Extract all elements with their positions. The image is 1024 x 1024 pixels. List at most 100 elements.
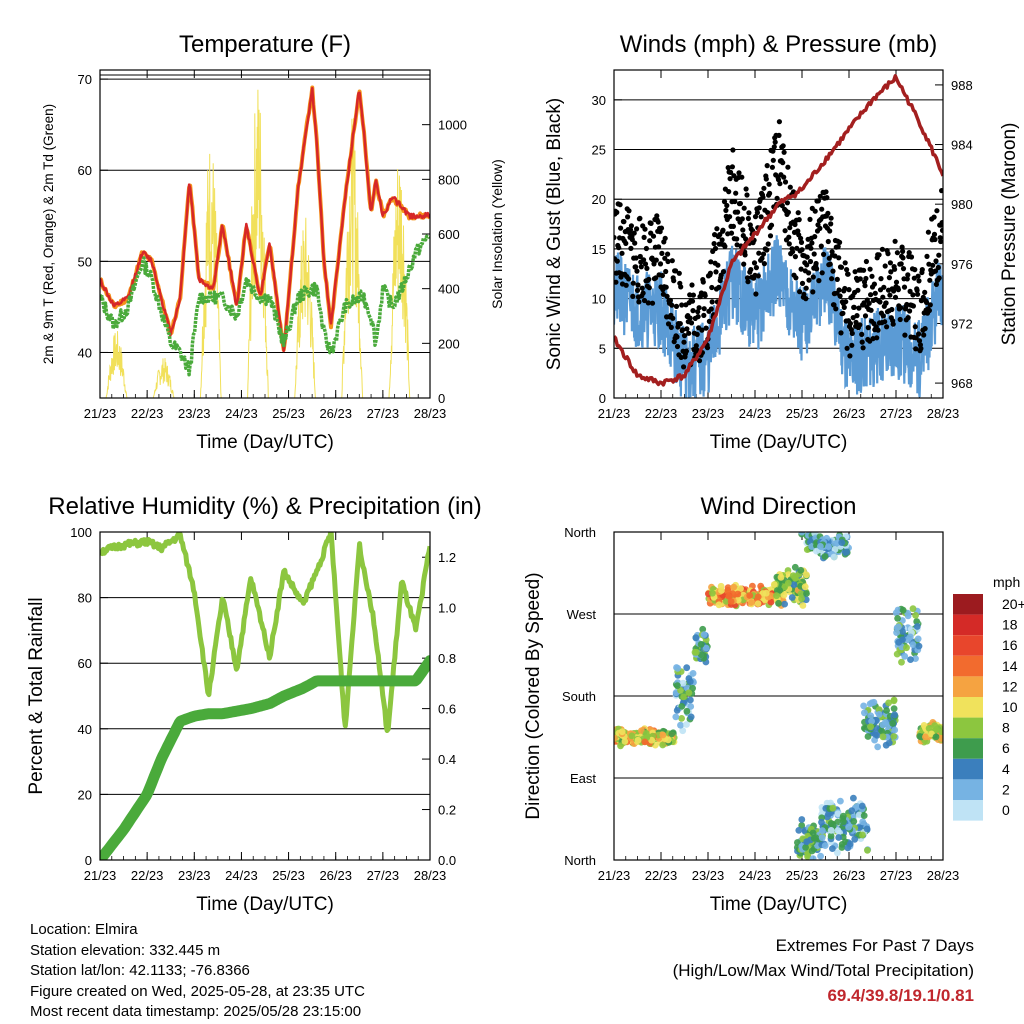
gust-point xyxy=(760,251,767,257)
gust-point xyxy=(665,321,672,327)
gust-point xyxy=(793,275,799,281)
direction-point xyxy=(932,733,940,741)
gust-point xyxy=(739,174,745,180)
gust-point xyxy=(890,321,896,327)
direction-point xyxy=(846,840,854,848)
direction-point xyxy=(641,738,649,746)
gust-point xyxy=(780,160,786,166)
winds-panel: Winds (mph) & Pressure (mb) 21/23 22/23 23/… xyxy=(544,31,1020,453)
y-tick-label: 100 xyxy=(70,525,92,540)
gust-point xyxy=(662,255,668,261)
gust-point xyxy=(919,267,925,273)
gust-point xyxy=(939,220,943,226)
direction-point xyxy=(683,721,690,728)
gust-point xyxy=(892,266,898,272)
direction-point xyxy=(915,642,923,650)
gust-point xyxy=(812,234,818,240)
direction-point xyxy=(687,703,695,710)
direction-point xyxy=(677,721,684,729)
gust-point xyxy=(932,268,939,274)
plot-border xyxy=(613,69,944,399)
colorbar-label: 8 xyxy=(1002,720,1010,736)
direction-point xyxy=(724,586,732,594)
gust-point xyxy=(646,276,652,282)
direction-point xyxy=(858,802,866,810)
gust-point xyxy=(724,202,730,209)
gust-point xyxy=(623,240,629,246)
colorbar-cell xyxy=(953,594,983,615)
gust-point xyxy=(626,276,632,282)
y-tick-label: 25 xyxy=(592,143,606,158)
gust-point xyxy=(838,264,845,270)
gust-point xyxy=(730,147,736,153)
gust-point xyxy=(645,300,651,306)
gust-point xyxy=(696,305,702,311)
gust-point xyxy=(845,271,851,277)
direction-point xyxy=(683,664,691,672)
direction-point xyxy=(860,702,867,710)
gust-point xyxy=(798,235,804,241)
gust-point xyxy=(634,226,640,232)
direction-title: Wind Direction xyxy=(700,493,856,520)
gust-point xyxy=(767,233,774,239)
direction-point xyxy=(827,827,835,834)
gust-point xyxy=(614,234,617,241)
gust-point xyxy=(664,293,670,299)
direction-point xyxy=(784,579,792,587)
gust-point xyxy=(670,315,676,321)
gust-point xyxy=(649,300,656,306)
gust-point xyxy=(884,324,890,330)
gust-point xyxy=(747,222,753,228)
gust-point xyxy=(814,266,820,272)
gust-point xyxy=(632,240,638,246)
gust-point xyxy=(852,269,858,275)
gust-point xyxy=(616,245,622,251)
gust-point xyxy=(855,287,861,293)
gust-point xyxy=(937,235,943,241)
direction-point xyxy=(697,641,705,648)
direction-point xyxy=(804,853,811,860)
rainfall-line xyxy=(100,655,430,860)
direction-point xyxy=(689,684,696,692)
gust-point xyxy=(796,217,802,223)
gust-point xyxy=(785,164,791,170)
gust-point xyxy=(885,251,891,257)
direction-point xyxy=(734,590,742,598)
gust-point xyxy=(879,246,886,252)
insolation-line xyxy=(294,217,316,398)
direction-point xyxy=(818,834,826,842)
gust-point xyxy=(707,270,714,276)
gust-point xyxy=(863,258,870,265)
gust-point xyxy=(621,219,627,225)
direction-point xyxy=(799,602,807,609)
y-tick-label: East xyxy=(570,771,596,786)
y2-tick-label: 800 xyxy=(438,172,460,187)
direction-point xyxy=(808,847,816,855)
direction-point xyxy=(794,839,801,846)
gust-point xyxy=(807,216,813,222)
gust-point xyxy=(631,230,637,236)
direction-point xyxy=(628,732,636,740)
direction-point xyxy=(837,797,844,805)
gust-point xyxy=(636,299,642,305)
gust-point xyxy=(721,199,728,205)
gust-point xyxy=(782,179,789,185)
gust-point xyxy=(695,314,701,320)
gust-point xyxy=(935,264,941,271)
gust-point xyxy=(696,358,703,364)
gust-point xyxy=(895,287,902,293)
direction-point xyxy=(754,600,762,607)
humidity-line xyxy=(100,532,430,733)
gust-point xyxy=(719,237,725,243)
direction-point xyxy=(912,612,919,619)
gust-point xyxy=(669,258,675,264)
gust-point xyxy=(654,213,660,219)
colorbar-label: 14 xyxy=(1002,658,1018,674)
gust-point xyxy=(899,244,905,250)
gust-point xyxy=(683,348,690,354)
colorbar-label: 16 xyxy=(1002,637,1018,653)
gust-point xyxy=(756,250,762,256)
gust-point xyxy=(828,215,834,221)
gust-point xyxy=(770,157,776,163)
gust-point xyxy=(882,319,888,325)
